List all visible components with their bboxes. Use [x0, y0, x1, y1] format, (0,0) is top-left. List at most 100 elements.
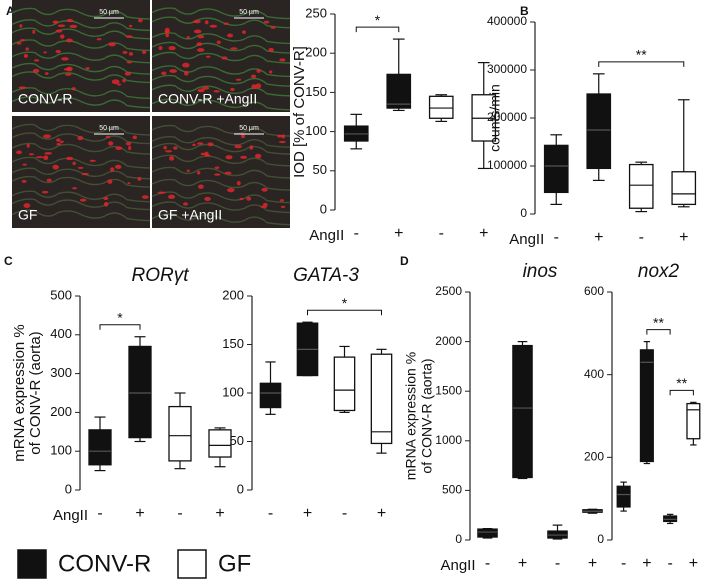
- fiber: [151, 142, 291, 155]
- box: [586, 93, 612, 170]
- y-tick-label: 400: [584, 367, 604, 381]
- cell: [214, 173, 221, 176]
- cell: [23, 203, 31, 208]
- cell: [69, 24, 78, 29]
- significance-bracket: [669, 389, 694, 396]
- cell: [193, 19, 201, 24]
- y-tick-label: 1500: [435, 383, 462, 397]
- cell: [216, 40, 221, 45]
- box: [208, 429, 232, 458]
- fiber: [151, 191, 291, 204]
- cell: [19, 24, 23, 28]
- x-tick-label: +: [303, 505, 312, 522]
- cell: [204, 154, 211, 157]
- fiber: [11, 156, 151, 169]
- fiber: [151, 98, 291, 111]
- cell: [193, 29, 202, 34]
- image-label: GF: [18, 207, 37, 223]
- cell: [183, 202, 188, 206]
- x-axis-label: AngII: [53, 507, 88, 524]
- cell: [110, 167, 115, 172]
- cell: [52, 20, 59, 24]
- y-tick-label: 0: [320, 201, 327, 216]
- box: [616, 485, 631, 508]
- significance-label: **: [676, 375, 687, 391]
- y-tick-label: 200: [584, 450, 604, 464]
- scale-label: 50 µm: [99, 9, 119, 16]
- x-axis-label: AngII: [309, 227, 344, 244]
- cell: [125, 35, 133, 38]
- x-tick-label: +: [689, 555, 698, 572]
- cell: [256, 69, 261, 73]
- y-tick-label: 100000: [487, 158, 527, 172]
- box: [663, 515, 678, 523]
- y-tick-label: 0: [520, 206, 527, 220]
- fiber: [11, 96, 151, 109]
- image-label: CONV-R +AngII: [158, 91, 257, 107]
- cell: [66, 156, 74, 161]
- y-tick-label: 0: [455, 532, 462, 546]
- cell: [56, 142, 62, 146]
- significance-label: *: [342, 295, 348, 311]
- cell: [173, 146, 178, 150]
- cell: [223, 22, 229, 26]
- cell: [163, 145, 167, 150]
- x-tick-label: +: [588, 555, 597, 572]
- cell: [192, 143, 196, 147]
- cell: [32, 68, 40, 73]
- cell: [132, 135, 138, 140]
- y-tick-label: 2500: [435, 284, 462, 298]
- cell: [81, 172, 90, 176]
- x-axis-label: AngII: [440, 557, 475, 574]
- cell: [158, 46, 163, 50]
- cell: [230, 47, 238, 50]
- cell: [186, 36, 190, 40]
- fiber: [11, 198, 151, 211]
- y-tick-label: 200000: [487, 110, 527, 124]
- image-label: CONV-R: [18, 91, 72, 107]
- x-tick-label: +: [394, 225, 403, 242]
- cell: [236, 180, 241, 186]
- y-tick-label: 1000: [435, 433, 462, 447]
- cell: [184, 70, 189, 76]
- x-axis-label: AngII: [509, 231, 544, 248]
- cell: [56, 138, 61, 142]
- cell: [20, 39, 26, 42]
- fiber: [11, 209, 151, 222]
- box: [386, 73, 412, 109]
- cell: [263, 20, 270, 24]
- chart-title: nox2: [638, 261, 680, 282]
- cell: [268, 47, 274, 52]
- cell: [157, 191, 166, 194]
- fiber: [11, 123, 151, 136]
- cell: [168, 45, 176, 51]
- x-tick-label: -: [555, 555, 560, 572]
- cell: [65, 38, 73, 43]
- cell: [278, 140, 286, 144]
- y-tick-label: 100: [222, 384, 244, 399]
- fiber: [151, 32, 291, 45]
- fiber: [151, 16, 291, 29]
- cell: [202, 86, 210, 90]
- cell: [89, 159, 96, 162]
- cell: [142, 50, 147, 54]
- cell: [44, 72, 49, 75]
- fiber: [11, 142, 151, 155]
- cell: [72, 161, 76, 166]
- cell: [26, 143, 30, 148]
- y-tick-label: 150: [305, 84, 327, 99]
- cell: [205, 55, 211, 58]
- cell: [108, 141, 114, 146]
- cell: [55, 29, 63, 33]
- fiber: [11, 51, 151, 64]
- y-tick-label: 50: [230, 433, 244, 448]
- cell: [115, 146, 123, 151]
- cell: [21, 179, 27, 183]
- cell: [196, 170, 201, 175]
- cell: [165, 150, 173, 153]
- cell: [128, 51, 134, 56]
- cell: [200, 152, 205, 156]
- cell: [270, 26, 276, 29]
- cell: [137, 176, 142, 181]
- x-tick-label: -: [354, 225, 359, 242]
